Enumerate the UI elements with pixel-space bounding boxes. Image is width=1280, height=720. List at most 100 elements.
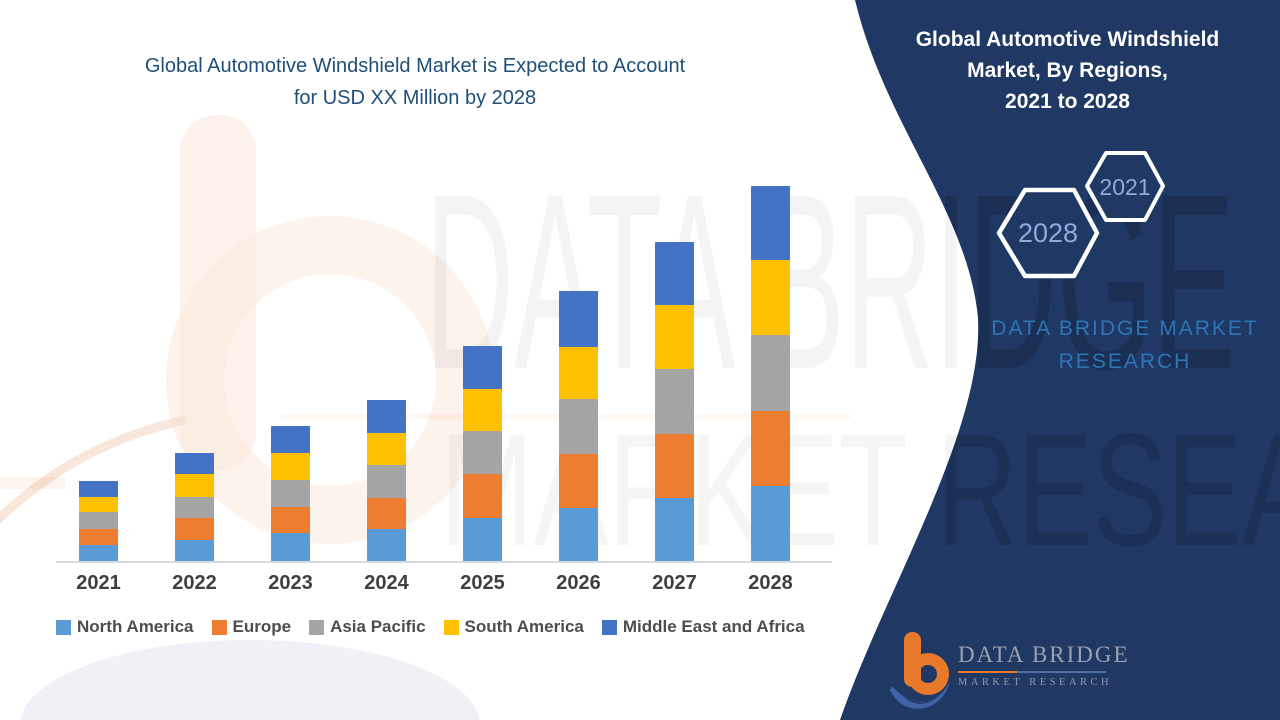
bar-segment-2026-europe [559,454,598,508]
bar-segment-2026-asia-pacific [559,399,598,454]
bar-segment-2022-europe [175,518,214,540]
bar-segment-2026-south-america [559,347,598,399]
bar-segment-2022-north-america [175,540,214,561]
bar-segment-2022-middle-east-and-africa [175,453,214,474]
bar-segment-2023-north-america [271,533,310,561]
legend-label: South America [464,617,584,636]
bar-2028 [751,186,790,561]
panel-title: Global Automotive Windshield Market, By … [880,24,1255,117]
x-axis-label-2024: 2024 [364,572,409,594]
x-axis-label-2023: 2023 [268,572,313,594]
logo-swoosh-outer [890,680,950,709]
panel-brand-line2: RESEARCH [1058,350,1192,373]
panel-title-line3: 2021 to 2028 [1005,90,1130,113]
legend-swatch-middle-east-and-africa [601,619,617,635]
bar-segment-2022-asia-pacific [175,497,214,518]
bar-segment-2021-asia-pacific [79,512,118,529]
bar-segment-2023-asia-pacific [271,480,310,507]
logo-b-bowl [907,653,949,695]
x-axis-label-2022: 2022 [172,572,217,594]
bar-segment-2026-north-america [559,508,598,561]
chart-title: Global Automotive Windshield Market is E… [35,50,795,114]
chart-legend: North America Europe Asia Pacific South Ame… [56,617,805,637]
x-axis-label-2027: 2027 [652,572,697,594]
bar-segment-2027-middle-east-and-africa [655,242,694,305]
bar-segment-2027-europe [655,434,694,498]
bar-segment-2024-south-america [367,433,406,465]
bar-segment-2021-middle-east-and-africa [79,481,118,497]
bar-segment-2028-north-america [751,486,790,561]
bar-segment-2021-south-america [79,497,118,512]
bar-2025 [463,346,502,561]
bar-2027 [655,242,694,561]
legend-item-asia-pacific: Asia Pacific [309,617,426,637]
legend-swatch-south-america [443,619,459,635]
watermark-swoosh [0,415,186,525]
bar-segment-2028-asia-pacific [751,335,790,411]
x-axis-label-2026: 2026 [556,572,601,594]
panel-brand-text: DATA BRIDGE MARKET RESEARCH [940,312,1280,378]
legend-item-north-america: North America [56,617,194,637]
bar-segment-2021-europe [79,529,118,545]
bar-segment-2028-europe [751,411,790,486]
logo-subtitle: MARKET RESEARCH [958,677,1113,688]
x-axis-label-2021: 2021 [76,572,121,594]
legend-swatch-europe [211,619,227,635]
legend-label: North America [77,617,194,636]
bar-2022 [175,453,214,561]
legend-item-europe: Europe [211,617,292,637]
bar-segment-2024-asia-pacific [367,465,406,498]
panel-title-line2: Market, By Regions, [967,59,1168,82]
hexagon-2021-shape [1085,151,1165,222]
panel-brand-line1: DATA BRIDGE MARKET [991,317,1259,340]
legend-label: Middle East and Africa [622,617,805,636]
logo-text-block: DATA BRIDGE MARKET RESEARCH [958,628,1130,713]
bar-segment-2027-south-america [655,305,694,369]
bar-segment-2021-north-america [79,545,118,561]
dbmr-logo: DATA BRIDGE MARKET RESEARCH [888,628,1128,713]
hexagon-2028-label: 2028 [1018,218,1078,248]
legend-item-middle-east-and-africa: Middle East and Africa [601,617,805,637]
hexagon-2021: 2021 [1085,151,1165,222]
bar-segment-2023-europe [271,507,310,533]
bar-2024 [367,400,406,561]
bar-segment-2025-south-america [463,389,502,431]
bar-segment-2024-europe [367,498,406,529]
bar-2023 [271,426,310,561]
panel-title-line1: Global Automotive Windshield [915,28,1220,51]
bar-segment-2028-south-america [751,260,790,335]
chart-title-line1: Global Automotive Windshield Market is E… [144,55,686,77]
chart-title-line2: for USD XX Million by 2028 [293,87,537,109]
bar-segment-2024-middle-east-and-africa [367,400,406,433]
bar-segment-2028-middle-east-and-africa [751,186,790,260]
legend-swatch-asia-pacific [309,619,325,635]
x-axis-line [56,561,832,563]
panel-watermark-line2: MARKET RESEARCH [440,400,1280,579]
legend-label: Asia Pacific [330,617,426,636]
panel-background [840,0,1280,720]
x-axis-label-2025: 2025 [460,572,505,594]
bar-segment-2024-north-america [367,529,406,561]
legend-item-south-america: South America [443,617,584,637]
logo-underline [958,671,1106,673]
bar-2026 [559,291,598,561]
bar-segment-2026-middle-east-and-africa [559,291,598,347]
hexagon-2028: 2028 [996,187,1100,279]
legend-swatch-north-america [56,619,71,635]
stacked-bar-chart: 2021 2022 2023 2024 2025 2026 2027 2028 North A… [56,186,832,637]
bar-segment-2022-south-america [175,474,214,497]
hexagon-2028-shape [996,187,1100,279]
bar-segment-2027-asia-pacific [655,369,694,434]
x-axis-label-2028: 2028 [748,572,793,594]
logo-name: DATA BRIDGE [958,642,1130,667]
bar-segment-2023-middle-east-and-africa [271,426,310,453]
legend-label: Europe [232,617,292,636]
bar-2021 [79,481,118,561]
dbmr-logo-icon [890,632,950,709]
hexagon-2021-label: 2021 [1099,174,1150,200]
logo-swoosh-inner [902,688,944,705]
watermark-blob [20,640,480,720]
bar-segment-2025-north-america [463,518,502,561]
bar-segment-2027-north-america [655,498,694,561]
